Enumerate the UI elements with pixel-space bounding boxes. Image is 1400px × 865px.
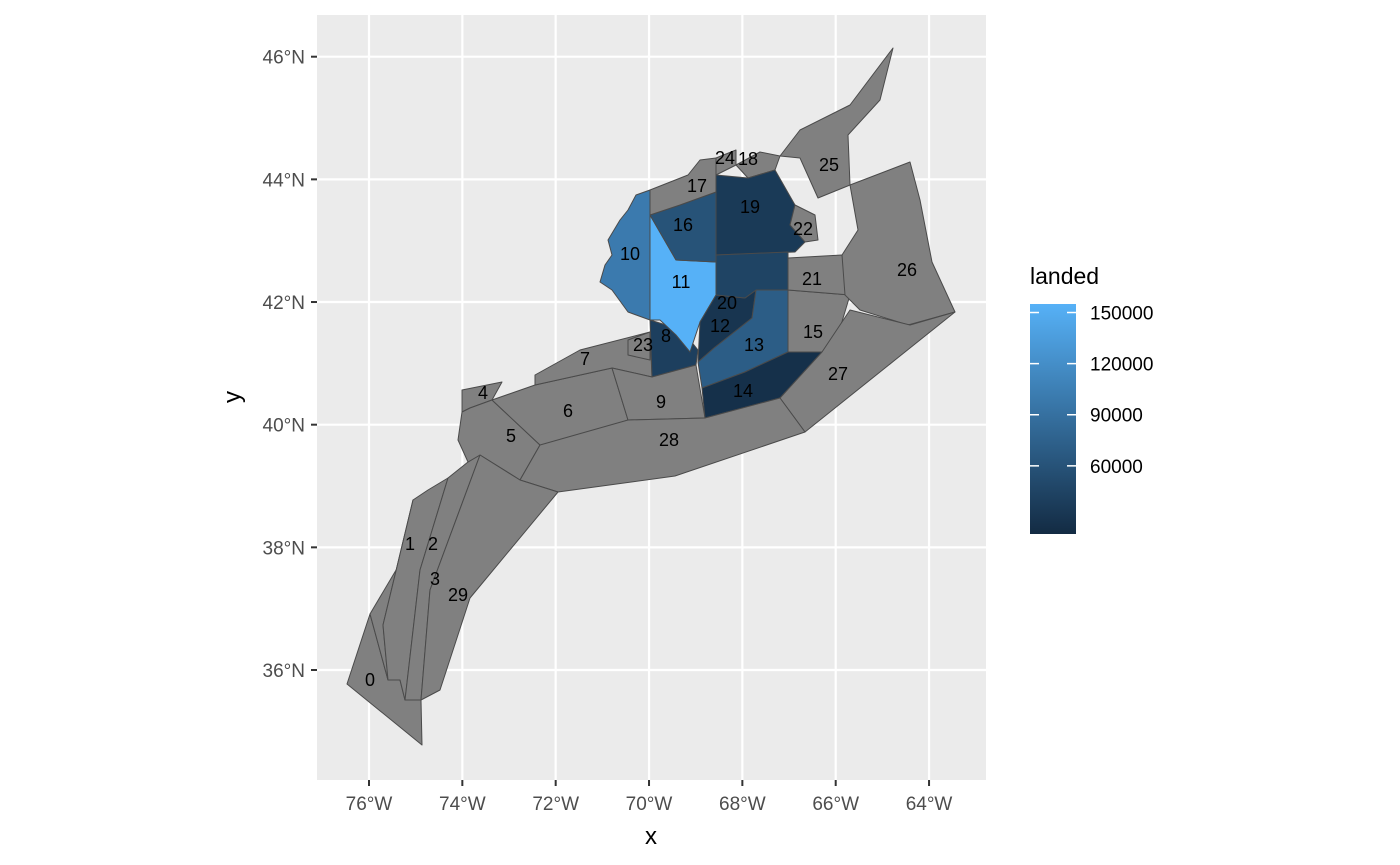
region-label-21: 21 — [802, 269, 822, 289]
legend-break-label: 120000 — [1090, 355, 1153, 376]
region-label-23: 23 — [633, 335, 653, 355]
region-25[interactable] — [779, 47, 894, 199]
region-29[interactable] — [420, 454, 559, 701]
regions-layer — [346, 47, 956, 746]
region-label-6: 6 — [563, 401, 573, 421]
region-label-7: 7 — [580, 349, 590, 369]
region-label-17: 17 — [687, 176, 707, 196]
region-23[interactable] — [627, 331, 651, 361]
region-label-8: 8 — [661, 326, 671, 346]
region-label-5: 5 — [506, 426, 516, 446]
x-axis-title: x — [645, 823, 657, 850]
region-24[interactable] — [715, 149, 737, 176]
x-tick-label: 68°W — [719, 794, 766, 815]
region-label-4: 4 — [478, 383, 488, 403]
region-20[interactable] — [715, 251, 789, 299]
region-9[interactable] — [611, 364, 706, 421]
x-tick-label: 70°W — [626, 794, 673, 815]
region-label-20: 20 — [717, 293, 737, 313]
region-label-16: 16 — [673, 215, 693, 235]
legend-break-label: 60000 — [1090, 457, 1143, 478]
x-tick-label: 64°W — [906, 794, 953, 815]
legend-ticks: 150000 120000 90000 60000 — [1030, 304, 1153, 478]
y-tick-label: 38°N — [263, 538, 305, 559]
legend-colorbar — [1030, 304, 1076, 534]
region-label-11: 11 — [672, 272, 691, 292]
region-label-12: 12 — [710, 316, 730, 336]
region-label-15: 15 — [803, 322, 823, 342]
region-label-22: 22 — [793, 219, 813, 239]
x-tick-label: 74°W — [439, 794, 486, 815]
region-label-3: 3 — [430, 569, 440, 589]
region-label-26: 26 — [897, 260, 917, 280]
region-label-18: 18 — [738, 149, 758, 169]
region-label-1: 1 — [405, 534, 415, 554]
legend-break-label: 90000 — [1090, 406, 1143, 427]
region-label-10: 10 — [620, 244, 640, 264]
y-tick-label: 40°N — [263, 416, 305, 437]
x-tick-label: 66°W — [812, 794, 859, 815]
region-label-9: 9 — [656, 392, 666, 412]
region-labels-layer: 01 23456789101112131415161718192021222324… — [365, 148, 917, 690]
region-label-28: 28 — [659, 430, 679, 450]
region-label-19: 19 — [740, 197, 760, 217]
region-22[interactable] — [789, 204, 819, 243]
legend-title: landed — [1030, 263, 1099, 289]
y-tick-label: 46°N — [263, 48, 305, 69]
y-axis-title: y — [219, 391, 246, 403]
region-label-25: 25 — [819, 155, 839, 175]
legend-break-label: 150000 — [1090, 304, 1153, 325]
y-tick-label: 44°N — [263, 170, 305, 191]
x-tick-label: 72°W — [532, 794, 579, 815]
y-tick-label: 36°N — [263, 661, 305, 682]
legend: landed 150000 120000 90000 60000 — [1030, 263, 1153, 534]
region-label-14: 14 — [733, 381, 753, 401]
region-label-27: 27 — [828, 364, 848, 384]
y-tick-label: 42°N — [263, 293, 305, 314]
region-label-29: 29 — [448, 585, 468, 605]
region-label-2: 2 — [428, 534, 438, 554]
axes: 76°W 74°W 72°W 70°W 68°W 66°W 64°W 36°N 38°N 40°N… — [263, 48, 953, 815]
region-label-13: 13 — [744, 335, 764, 355]
x-tick-label: 76°W — [346, 794, 393, 815]
region-label-0: 0 — [365, 670, 375, 690]
region-label-24: 24 — [715, 148, 735, 168]
